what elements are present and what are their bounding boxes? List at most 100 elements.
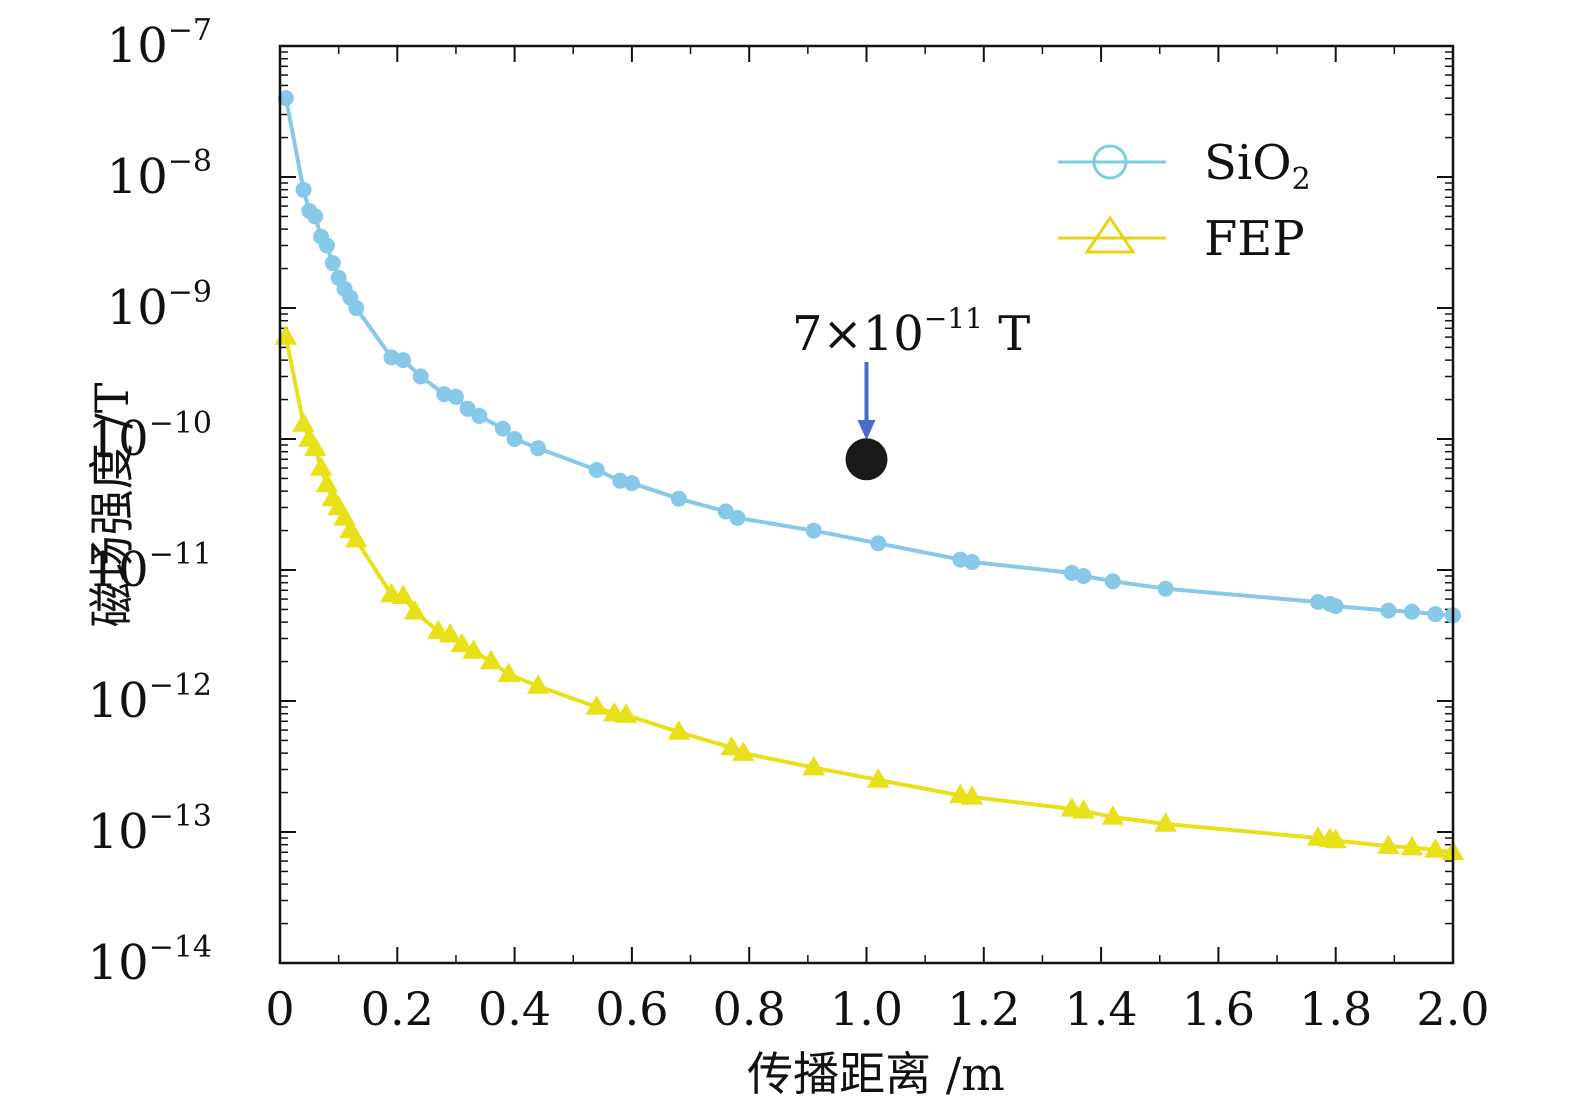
data-point-fep [667, 720, 691, 740]
data-point-sio2 [530, 440, 547, 457]
data-point-fep [867, 768, 890, 788]
data-point-fep [526, 674, 550, 694]
data-point-fep [292, 412, 315, 432]
x-tick-label: 0.8 [713, 982, 786, 1036]
data-point-fep [309, 456, 333, 476]
data-point-sio2 [348, 300, 365, 316]
y-tick-base: 10 [107, 280, 168, 336]
legend-marker-triangle [1084, 215, 1136, 254]
data-point-sio2 [307, 208, 324, 225]
data-point-sio2 [447, 388, 464, 405]
data-point-fep [391, 584, 415, 604]
x-tick-label: 1.2 [947, 982, 1020, 1036]
data-point-fep [403, 599, 427, 620]
data-point-fep [1424, 838, 1447, 858]
data-point-sio2 [1380, 602, 1397, 619]
data-point-sio2 [729, 509, 746, 526]
data-point-sio2 [324, 255, 341, 272]
data-point-fep [315, 472, 339, 493]
y-tick-label: 10−11 [88, 537, 212, 598]
y-tick-label: 10−12 [88, 668, 212, 729]
x-axis-label: 传播距离 /m [747, 1047, 1005, 1101]
y-tick-base: 10 [107, 149, 168, 205]
data-point-fep [1400, 835, 1424, 856]
annotation-layer: 7×10−11 T [792, 302, 1030, 481]
data-point-sio2 [623, 475, 640, 492]
y-tick-base: 10 [88, 804, 149, 860]
data-point-fep [960, 785, 984, 805]
annotation-unit: T [983, 306, 1030, 362]
data-point-fep [450, 632, 474, 653]
data-point-sio2 [459, 400, 476, 417]
data-point-sio2 [471, 407, 488, 424]
y-tick-base: 10 [88, 542, 149, 598]
y-tick-label: 10−13 [88, 799, 212, 860]
y-tick-exponent: −14 [149, 930, 212, 965]
data-point-sio2 [870, 535, 887, 552]
data-point-sio2 [964, 554, 981, 571]
legend-label: SiO2 [1204, 135, 1311, 197]
y-tick-exponent: −11 [149, 537, 212, 572]
y-tick-label: 10−8 [107, 144, 212, 205]
y-axis-label: 磁场强度 /T [85, 382, 139, 627]
data-point-fep [438, 623, 462, 643]
x-tick-label: 0.6 [595, 982, 668, 1036]
x-tick-label: 1.6 [1182, 982, 1255, 1036]
legend: SiO2 FEP [1058, 135, 1311, 267]
data-point-fep [802, 755, 825, 776]
x-tick-label: 0.4 [478, 982, 551, 1036]
x-tick-label: 1.4 [1065, 982, 1138, 1036]
y-tick-label: 10−14 [88, 930, 212, 991]
legend-label-base: FEP [1204, 211, 1305, 267]
series-layer [274, 90, 1465, 860]
x-tick-label: 0.2 [361, 982, 434, 1036]
y-tick-exponent: −7 [168, 13, 212, 48]
data-point-sio2 [506, 431, 523, 447]
data-point-fep [462, 639, 485, 659]
tick-labels: 0 0.2 0.4 0.6 0.8 1.0 1.2 1.4 1.6 1.8 2.010−710−81… [88, 13, 1490, 1036]
y-tick-label: 10−7 [107, 13, 212, 74]
annotation-marker [845, 438, 888, 481]
y-tick-base: 10 [107, 18, 168, 74]
data-point-sio2 [412, 368, 429, 385]
data-point-sio2 [494, 420, 511, 437]
legend-label-subscript: 2 [1292, 162, 1311, 197]
plot-area [280, 46, 1453, 963]
y-tick-label: 10−10 [88, 406, 212, 467]
y-tick-exponent: −9 [168, 275, 212, 310]
data-point-fep [1101, 805, 1125, 825]
data-point-fep [479, 649, 503, 670]
x-tick-label: 1.0 [830, 982, 903, 1036]
data-point-sio2 [1327, 598, 1344, 615]
data-point-sio2 [1403, 603, 1420, 620]
data-point-sio2 [805, 522, 822, 539]
data-point-sio2 [277, 90, 294, 107]
y-tick-base: 10 [88, 411, 149, 467]
y-tick-base: 10 [88, 673, 149, 729]
y-tick-label: 10−9 [107, 275, 212, 336]
data-point-fep [497, 662, 520, 682]
data-point-sio2 [1157, 580, 1174, 597]
annotation-arrow-head [857, 420, 876, 440]
data-point-fep [1154, 812, 1177, 832]
y-tick-exponent: −8 [168, 144, 212, 179]
data-point-fep [585, 695, 608, 715]
annotation-label: 7×10−11 T [792, 302, 1030, 362]
plot-frame [278, 44, 1455, 965]
data-point-fep [1324, 828, 1347, 849]
data-point-fep [1377, 834, 1400, 854]
data-point-sio2 [588, 461, 605, 478]
y-tick-base: 10 [88, 935, 149, 991]
data-point-sio2 [1075, 567, 1092, 584]
y-tick-exponent: −10 [149, 406, 212, 441]
annotation-exponent: −11 [924, 302, 983, 335]
data-point-sio2 [670, 490, 687, 507]
x-tick-label: 1.8 [1299, 982, 1372, 1036]
legend-marker-circle [1092, 144, 1128, 180]
data-point-fep [427, 619, 450, 640]
data-point-sio2 [1427, 606, 1444, 623]
data-point-sio2 [295, 181, 312, 198]
data-point-sio2 [395, 352, 412, 369]
data-point-sio2 [318, 237, 335, 254]
